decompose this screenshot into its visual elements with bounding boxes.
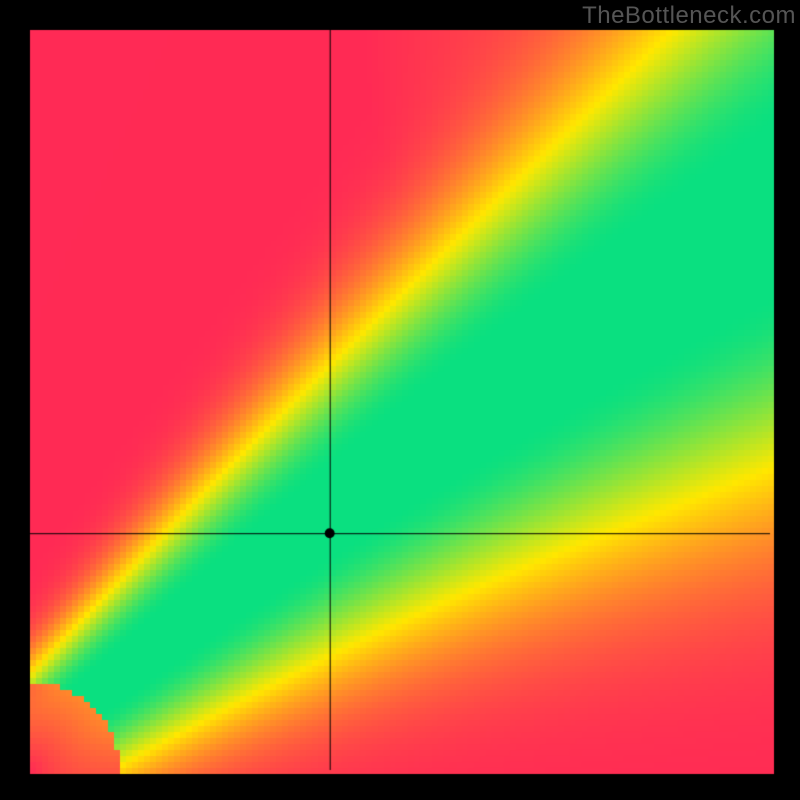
bottleneck-heatmap: [0, 0, 800, 800]
watermark-text: TheBottleneck.com: [582, 0, 800, 30]
